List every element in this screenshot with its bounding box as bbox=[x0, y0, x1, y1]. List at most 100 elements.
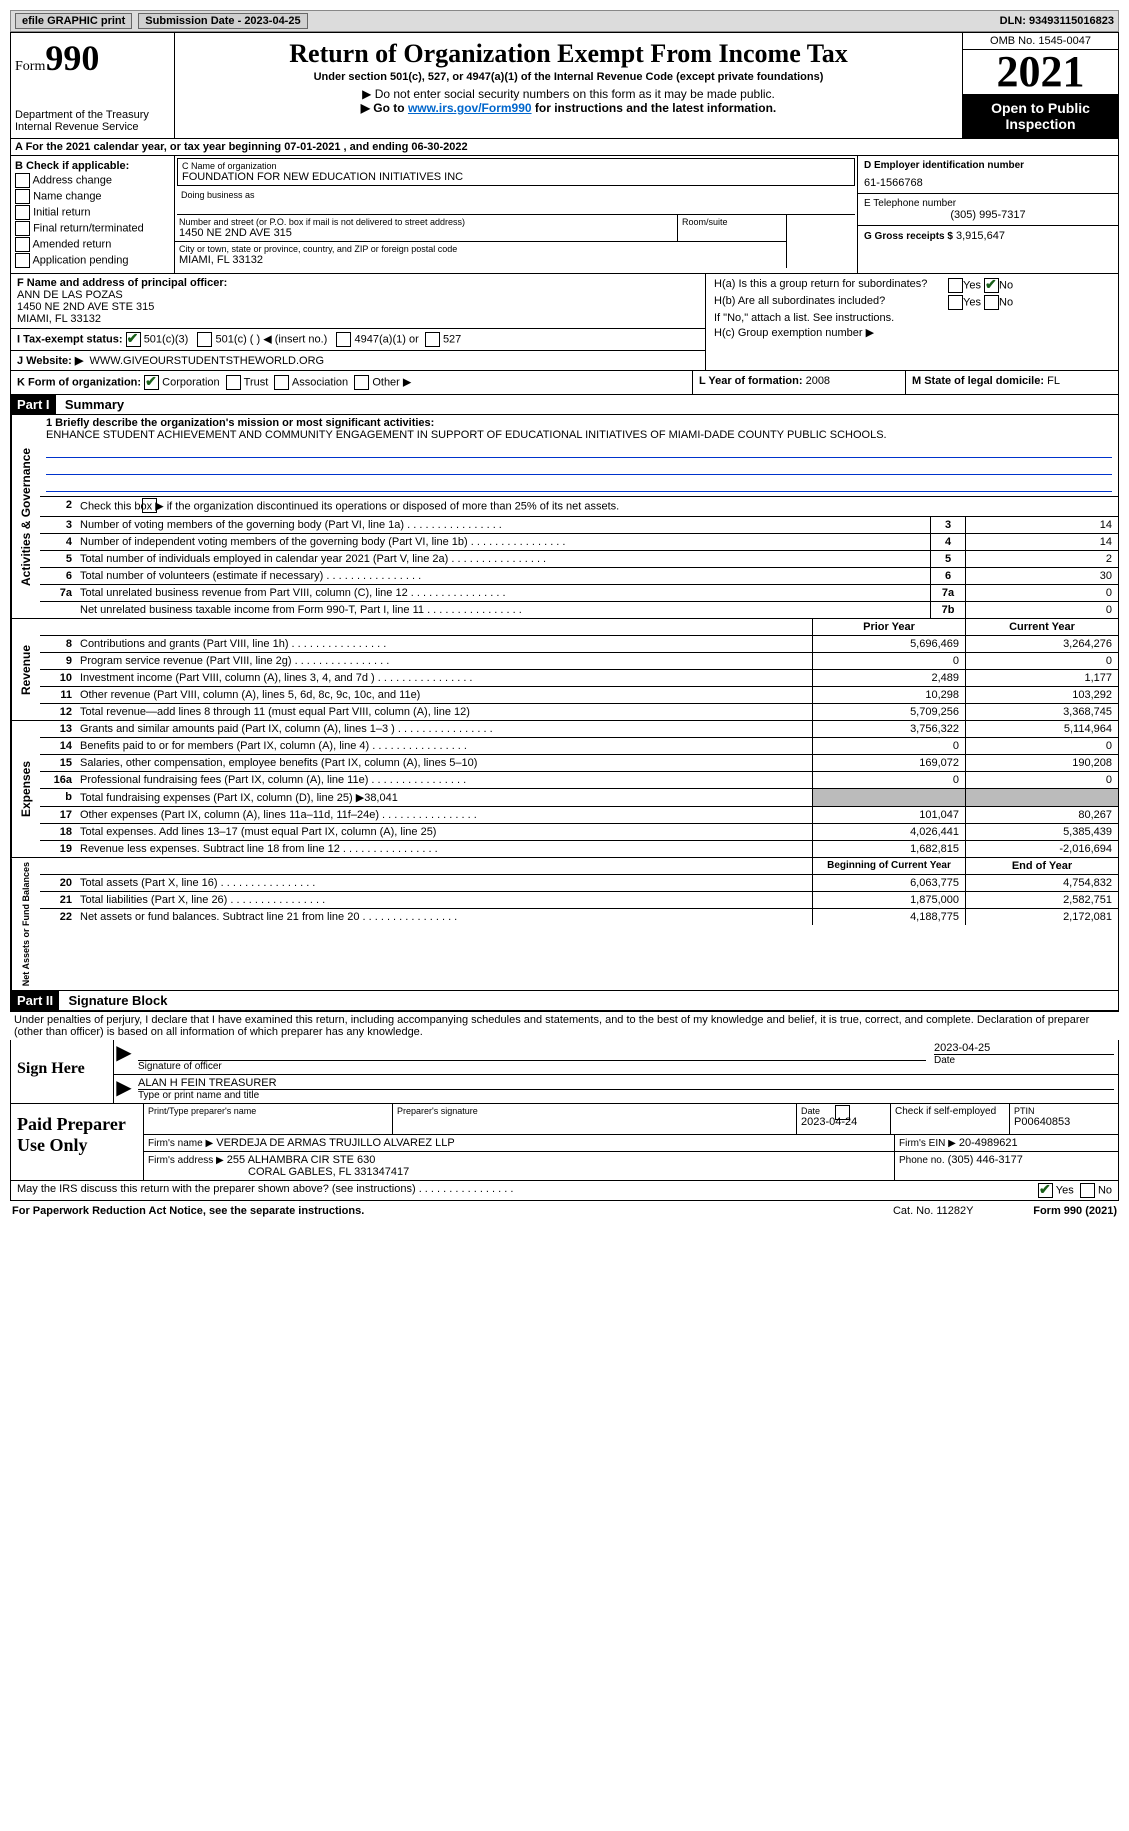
check-corp[interactable] bbox=[144, 375, 159, 390]
principal-name: ANN DE LAS POZAS bbox=[17, 289, 699, 301]
hb-label: H(b) Are all subordinates included? bbox=[712, 294, 946, 311]
room-label: Room/suite bbox=[682, 217, 782, 227]
sub3-post: for instructions and the latest informat… bbox=[532, 101, 777, 115]
subtitle-1: Under section 501(c), 527, or 4947(a)(1)… bbox=[181, 71, 956, 83]
principal-label: F Name and address of principal officer: bbox=[17, 277, 699, 289]
check-501c[interactable] bbox=[197, 332, 212, 347]
form-number: 990 bbox=[45, 38, 99, 78]
subtitle-2: ▶ Do not enter social security numbers o… bbox=[181, 87, 956, 101]
firm-ein-label: Firm's EIN ▶ bbox=[899, 1138, 956, 1149]
paid-preparer-label: Paid Preparer Use Only bbox=[11, 1104, 144, 1180]
line-10: Investment income (Part VIII, column (A)… bbox=[76, 670, 812, 686]
self-employed-label: Check if self-employed bbox=[895, 1106, 996, 1117]
org-name: FOUNDATION FOR NEW EDUCATION INITIATIVES… bbox=[182, 171, 850, 183]
irs-label: Internal Revenue Service bbox=[15, 121, 170, 133]
col-boy: Beginning of Current Year bbox=[812, 858, 965, 874]
sub3-pre: ▶ Go to bbox=[361, 101, 408, 115]
firm-phone: (305) 446-3177 bbox=[948, 1154, 1023, 1166]
line-12: Total revenue—add lines 8 through 11 (mu… bbox=[76, 704, 812, 720]
ha-yes[interactable] bbox=[948, 278, 963, 293]
sign-here-block: Sign Here ▶ Signature of officer 2023-04… bbox=[10, 1040, 1119, 1104]
row-m: M State of legal domicile: FL bbox=[906, 371, 1118, 394]
check-527[interactable] bbox=[425, 332, 440, 347]
hc-label: H(c) Group exemption number ▶ bbox=[712, 325, 1112, 340]
ha-label: H(a) Is this a group return for subordin… bbox=[712, 277, 946, 294]
org-name-label: C Name of organization bbox=[182, 161, 850, 171]
line-5-val: 2 bbox=[965, 551, 1118, 567]
form-label: Form bbox=[15, 59, 45, 74]
mission-block: 1 Briefly describe the organization's mi… bbox=[40, 415, 1118, 497]
part-ii-title: Signature Block bbox=[62, 991, 173, 1010]
sig-date-value: 2023-04-25 bbox=[934, 1042, 1114, 1054]
col-b: B Check if applicable: Address change Na… bbox=[11, 156, 175, 273]
col-eoy: End of Year bbox=[965, 858, 1118, 874]
declaration: Under penalties of perjury, I declare th… bbox=[10, 1012, 1119, 1040]
street-label: Number and street (or P.O. box if mail i… bbox=[179, 217, 673, 227]
check-other[interactable] bbox=[354, 375, 369, 390]
line-22: Net assets or fund balances. Subtract li… bbox=[76, 909, 812, 925]
self-employed-check[interactable] bbox=[835, 1105, 850, 1120]
arrow-icon: ▶ bbox=[114, 1075, 134, 1103]
phone-label: E Telephone number bbox=[864, 198, 1112, 209]
ha-no[interactable] bbox=[984, 278, 999, 293]
sig-name-label: Type or print name and title bbox=[138, 1089, 1114, 1101]
discuss-label: May the IRS discuss this return with the… bbox=[17, 1183, 1038, 1198]
sig-name: ALAN H FEIN TREASURER bbox=[138, 1077, 1114, 1089]
website-value: WWW.GIVEOURSTUDENTSTHEWORLD.ORG bbox=[89, 355, 324, 367]
discuss-no[interactable] bbox=[1080, 1183, 1095, 1198]
line-16a: Professional fundraising fees (Part IX, … bbox=[76, 772, 812, 788]
discuss-yes[interactable] bbox=[1038, 1183, 1053, 1198]
line-6-val: 30 bbox=[965, 568, 1118, 584]
check-trust[interactable] bbox=[226, 375, 241, 390]
submission-btn[interactable]: Submission Date - 2023-04-25 bbox=[138, 13, 307, 29]
subtitle-3: ▶ Go to www.irs.gov/Form990 for instruct… bbox=[181, 101, 956, 115]
line2-check[interactable] bbox=[142, 498, 157, 513]
hb-yes[interactable] bbox=[948, 295, 963, 310]
check-4947[interactable] bbox=[336, 332, 351, 347]
ein-label: D Employer identification number bbox=[864, 160, 1112, 171]
mission-label: 1 Briefly describe the organization's mi… bbox=[46, 417, 434, 429]
header-right: OMB No. 1545-0047 2021 Open to Public In… bbox=[962, 33, 1118, 138]
row-i: I Tax-exempt status: 501(c)(3) 501(c) ( … bbox=[11, 329, 705, 351]
dba-label: Doing business as bbox=[181, 190, 851, 200]
dln: DLN: 93493115016823 bbox=[1000, 15, 1114, 27]
check-amended: Amended return bbox=[15, 237, 170, 252]
hb-no[interactable] bbox=[984, 295, 999, 310]
vtab-governance: Activities & Governance bbox=[11, 415, 40, 618]
city: MIAMI, FL 33132 bbox=[179, 254, 782, 266]
firm-addr-label: Firm's address ▶ bbox=[148, 1155, 224, 1166]
efile-btn[interactable]: efile GRAPHIC print bbox=[15, 13, 132, 29]
dept-label: Department of the Treasury bbox=[15, 109, 170, 121]
firm-phone-label: Phone no. bbox=[899, 1155, 945, 1166]
city-label: City or town, state or province, country… bbox=[179, 244, 782, 254]
line-9: Program service revenue (Part VIII, line… bbox=[76, 653, 812, 669]
row-l: L Year of formation: 2008 bbox=[693, 371, 906, 394]
sig-date-label: Date bbox=[934, 1054, 1114, 1066]
line-4: Number of independent voting members of … bbox=[76, 534, 930, 550]
line-8: Contributions and grants (Part VIII, lin… bbox=[76, 636, 812, 652]
check-501c3[interactable] bbox=[126, 332, 141, 347]
paperwork-notice: For Paperwork Reduction Act Notice, see … bbox=[12, 1205, 833, 1217]
line-15: Salaries, other compensation, employee b… bbox=[76, 755, 812, 771]
tax-status-label: I Tax-exempt status: bbox=[17, 333, 123, 345]
header-left: Form990 Department of the Treasury Inter… bbox=[11, 33, 175, 138]
line-7a-val: 0 bbox=[965, 585, 1118, 601]
line-4-val: 14 bbox=[965, 534, 1118, 550]
footer: For Paperwork Reduction Act Notice, see … bbox=[10, 1201, 1119, 1221]
sig-officer-label: Signature of officer bbox=[138, 1060, 926, 1072]
arrow-icon: ▶ bbox=[114, 1040, 134, 1074]
ptin-value: P00640853 bbox=[1014, 1116, 1114, 1128]
prep-name-label: Print/Type preparer's name bbox=[148, 1106, 388, 1116]
col-b-label: B Check if applicable: bbox=[15, 160, 170, 172]
line-6: Total number of volunteers (estimate if … bbox=[76, 568, 930, 584]
form990-link[interactable]: www.irs.gov/Form990 bbox=[408, 101, 532, 115]
vtab-revenue: Revenue bbox=[11, 619, 40, 720]
principal-street: 1450 NE 2ND AVE STE 315 bbox=[17, 301, 699, 313]
line-2: Check this box ▶ if the organization dis… bbox=[76, 497, 1118, 516]
prep-sig-label: Preparer's signature bbox=[397, 1106, 792, 1116]
line-5: Total number of individuals employed in … bbox=[76, 551, 930, 567]
gross-label: G Gross receipts $ bbox=[864, 231, 953, 242]
check-assoc[interactable] bbox=[274, 375, 289, 390]
row-f: F Name and address of principal officer:… bbox=[11, 274, 705, 329]
form-container: Form990 Department of the Treasury Inter… bbox=[10, 32, 1119, 1012]
